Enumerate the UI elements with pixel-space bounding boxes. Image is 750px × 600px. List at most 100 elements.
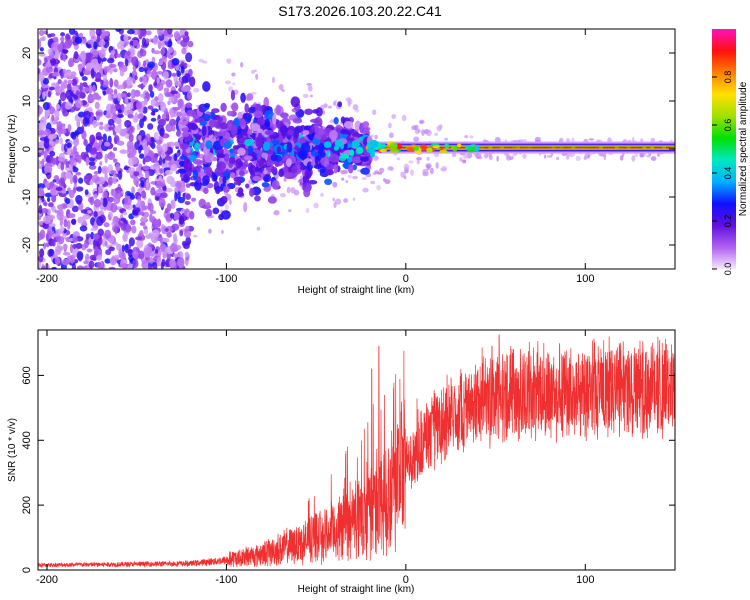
- spectrogram-noise-blob: [108, 266, 116, 269]
- spectrogram-noise-blob: [107, 176, 114, 186]
- spectrogram-noise-blob: [138, 66, 145, 73]
- spectrogram-noise-blob: [137, 113, 144, 120]
- spectrogram-cloud-blob: [294, 125, 304, 133]
- spectrogram-noise-blob: [54, 85, 63, 94]
- spectrogram-noise-blob: [110, 50, 116, 55]
- spectrogram-noise-blob: [177, 257, 185, 267]
- spectrogram-noise-blob: [155, 139, 163, 145]
- spectrogram-cloud-blob: [191, 197, 197, 202]
- spectrogram-faint-blob: [231, 72, 236, 77]
- spectrogram-cloud-blob: [178, 215, 185, 225]
- spectrogram-faint-blob: [307, 85, 313, 92]
- spectrogram-noise-blob: [39, 121, 47, 131]
- spectrogram-noise-blob: [72, 150, 76, 159]
- spectrogram-cloud-blob: [264, 130, 275, 136]
- spectrogram-cloud-blob: [246, 93, 254, 101]
- spectrogram-noise-blob: [77, 216, 85, 224]
- spectrogram-x-tick-label: -100: [215, 273, 237, 285]
- spectrogram-noise-blob: [140, 216, 147, 223]
- spectrogram-noise-blob: [112, 158, 118, 163]
- spectrogram-noise-blob: [145, 133, 151, 142]
- spectrogram-noise-blob: [139, 29, 147, 36]
- spectrogram-noise-blob: [103, 141, 111, 147]
- spectrogram-y-tick-label: 10: [21, 95, 33, 107]
- spectrogram-noise-blob: [118, 248, 123, 258]
- spectrogram-faint-blob: [345, 180, 349, 184]
- spectrogram-noise-blob: [149, 90, 155, 98]
- spectrogram-faint-blob: [332, 197, 335, 202]
- spectrogram-noise-blob: [169, 258, 176, 269]
- spectrogram-noise-blob: [133, 175, 140, 186]
- spectrogram-cloud-blob: [263, 96, 270, 108]
- spectrogram-faint-blob: [426, 129, 432, 137]
- spectrogram-noise-blob: [114, 117, 122, 125]
- spectrogram-noise-blob: [38, 187, 45, 197]
- spectrogram-noise-blob: [43, 139, 50, 150]
- spectrogram-noise-blob: [157, 70, 163, 75]
- spectrogram-cloud-blob: [203, 113, 211, 122]
- spectrogram-cloud-blob: [303, 188, 311, 198]
- spectrogram-noise-blob: [52, 36, 59, 43]
- spectrogram-cloud-blob: [266, 160, 272, 167]
- spectrogram-faint-blob: [546, 155, 553, 158]
- spectrogram-noise-blob: [93, 210, 98, 218]
- spectrogram-carrier-core: [594, 146, 600, 149]
- spectrogram-noise-blob: [170, 108, 174, 119]
- spectrogram-noise-blob: [112, 174, 117, 185]
- spectrogram-noise-blob: [73, 30, 78, 35]
- spectrogram-noise-blob: [94, 95, 102, 100]
- spectrogram-noise-blob: [107, 88, 114, 95]
- spectrogram-noise-blob: [60, 32, 66, 37]
- spectrogram-cloud-blob: [318, 142, 325, 153]
- spectrogram-carrier-core: [519, 146, 525, 149]
- spectrogram-noise-blob: [100, 79, 104, 86]
- spectrogram-carrier-core: [441, 146, 446, 149]
- spectrogram-faint-blob: [232, 82, 236, 86]
- spectrogram-cloud-blob: [183, 161, 189, 171]
- spectrogram-noise-blob: [38, 129, 45, 136]
- spectrogram-cloud-blob: [181, 86, 190, 93]
- spectrogram-cloud-blob: [302, 130, 310, 136]
- spectrogram-faint-blob: [401, 114, 407, 122]
- spectrogram-faint-blob: [370, 180, 376, 185]
- spectrogram-noise-blob: [98, 39, 106, 47]
- spectrogram-noise-blob: [41, 158, 45, 168]
- spectrogram-noise-blob: [135, 101, 143, 110]
- spectrogram-noise-blob: [158, 119, 167, 127]
- spectrogram-noise-blob: [121, 244, 125, 253]
- spectrogram-noise-blob: [99, 161, 103, 166]
- spectrogram-noise-blob: [163, 70, 169, 80]
- spectrogram-cloud-blob: [205, 166, 213, 178]
- spectrogram-noise-blob: [130, 89, 137, 99]
- spectrogram-cloud-blob: [262, 141, 271, 152]
- spectrogram-faint-blob: [320, 192, 324, 198]
- spectrogram-faint-blob: [382, 178, 387, 182]
- spectrogram-noise-blob: [126, 50, 131, 57]
- spectrogram-noise-blob: [126, 76, 133, 86]
- spectrogram-carrier-core: [527, 146, 533, 149]
- spectrogram-cloud-blob: [345, 143, 353, 148]
- spectrogram-faint-blob: [322, 110, 326, 115]
- spectrogram-noise-blob: [48, 202, 54, 208]
- spectrogram-faint-blob: [416, 157, 422, 161]
- spectrogram-noise-blob: [120, 263, 129, 269]
- spectrogram-noise-blob: [147, 123, 154, 130]
- spectrogram-noise-blob: [158, 168, 164, 174]
- spectrogram-noise-blob: [137, 29, 141, 36]
- spectrogram-cloud-blob: [270, 166, 278, 175]
- spectrogram-marks: [38, 29, 675, 269]
- spectrogram-noise-blob: [104, 258, 111, 264]
- spectrogram-carrier-core: [579, 146, 584, 149]
- spectrogram-noise-blob: [95, 111, 103, 116]
- spectrogram-noise-blob: [72, 165, 76, 170]
- spectrogram-noise-blob: [71, 262, 77, 269]
- spectrogram-noise-blob: [68, 189, 75, 199]
- spectrogram-noise-blob: [40, 265, 46, 269]
- spectrogram-noise-blob: [83, 138, 88, 147]
- spectrogram-cloud-blob: [220, 102, 227, 113]
- spectrogram-faint-blob: [255, 73, 259, 80]
- spectrogram-cloud-blob: [205, 208, 213, 217]
- spectrogram-faint-blob: [332, 181, 338, 188]
- spectrogram-cloud-blob: [272, 113, 277, 125]
